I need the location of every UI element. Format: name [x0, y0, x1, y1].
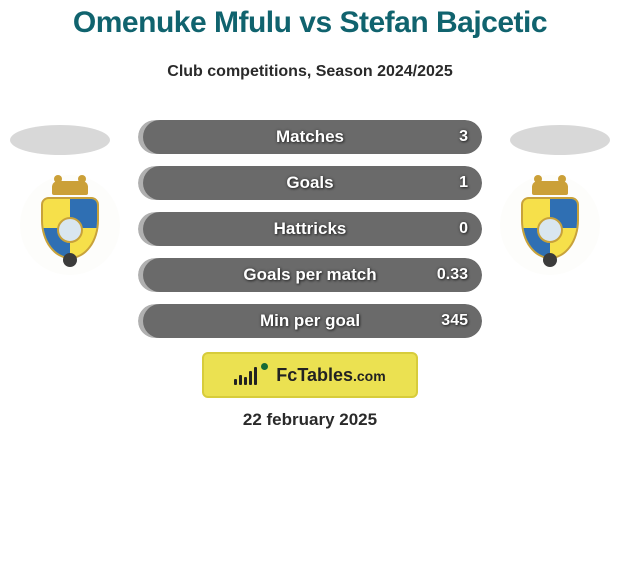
stat-row: Goals per match0.33: [138, 258, 482, 292]
player-left-avatar-placeholder: [10, 125, 110, 155]
stat-label: Goals per match: [138, 258, 482, 292]
stat-value-right: 0.33: [437, 258, 468, 292]
club-crest-icon: [41, 189, 99, 261]
stats-list: Matches3Goals1Hattricks0Goals per match0…: [138, 120, 482, 350]
stat-row: Matches3: [138, 120, 482, 154]
club-crest-icon: [521, 189, 579, 261]
date-label: 22 february 2025: [0, 410, 620, 430]
stat-row: Hattricks0: [138, 212, 482, 246]
stat-row: Goals1: [138, 166, 482, 200]
stat-label: Matches: [138, 120, 482, 154]
stat-value-right: 1: [444, 166, 468, 200]
bar-chart-icon: [234, 365, 257, 385]
stat-label: Min per goal: [138, 304, 482, 338]
stat-value-right: 345: [441, 304, 468, 338]
logo-text-tables: Tables: [297, 365, 353, 385]
logo-text-fc: Fc: [276, 365, 297, 385]
comparison-card: Omenuke Mfulu vs Stefan Bajcetic Club co…: [0, 0, 620, 580]
stat-label: Hattricks: [138, 212, 482, 246]
stat-value-right: 0: [444, 212, 468, 246]
logo-dot-icon: [261, 363, 268, 370]
stat-label: Goals: [138, 166, 482, 200]
fctables-link[interactable]: FcTables.com: [202, 352, 418, 398]
player-right-avatar-placeholder: [510, 125, 610, 155]
subtitle: Club competitions, Season 2024/2025: [0, 63, 620, 81]
player-right-club-badge: [500, 175, 600, 275]
logo-text: FcTables.com: [276, 365, 385, 386]
player-left-club-badge: [20, 175, 120, 275]
stat-row: Min per goal345: [138, 304, 482, 338]
logo-text-dotcom: .com: [353, 368, 386, 384]
page-title: Omenuke Mfulu vs Stefan Bajcetic: [0, 6, 620, 40]
stat-value-right: 3: [444, 120, 468, 154]
